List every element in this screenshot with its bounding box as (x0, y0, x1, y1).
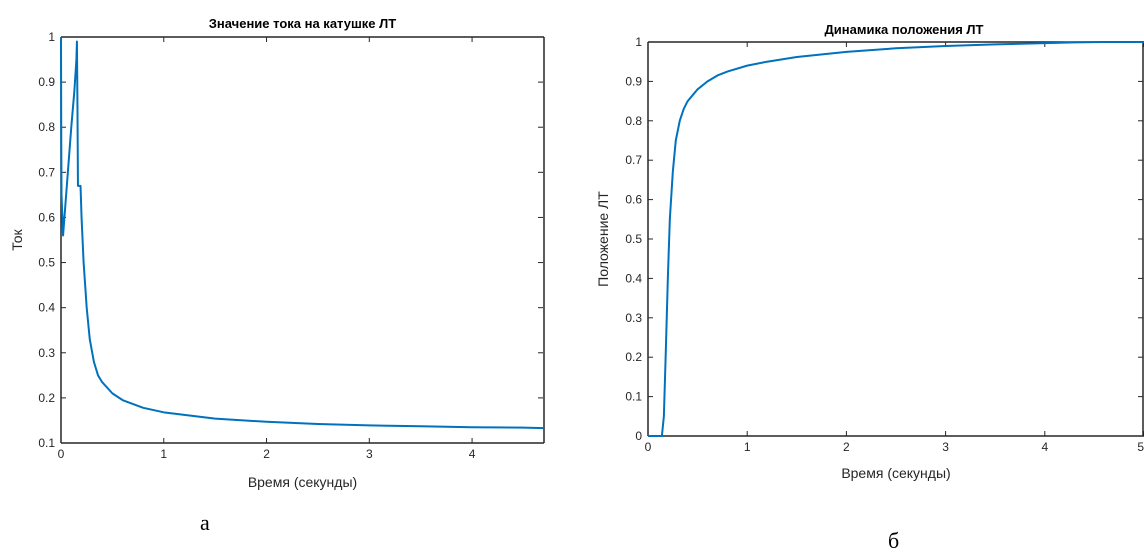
chart-title: Значение тока на катушке ЛТ (209, 16, 397, 31)
x-tick-label: 5 (1137, 440, 1144, 454)
y-tick-label: 0.7 (625, 153, 642, 167)
series-line (648, 41, 1144, 437)
y-tick-label: 0.9 (38, 75, 55, 89)
caption-b: б (888, 528, 900, 553)
y-tick-label: 0.5 (38, 256, 55, 270)
x-tick-label: 0 (58, 447, 65, 461)
y-tick-label: 0.3 (38, 346, 55, 360)
y-tick-label: 0.5 (625, 232, 642, 246)
y-axis-label: Ток (9, 228, 25, 250)
y-tick-label: 0 (635, 429, 642, 443)
y-tick-label: 0.1 (625, 390, 642, 404)
x-tick-label: 4 (469, 447, 476, 461)
y-tick-label: 0.9 (625, 74, 642, 88)
series-line (60, 36, 545, 430)
x-tick-label: 2 (263, 447, 270, 461)
y-tick-label: 0.8 (625, 114, 642, 128)
x-axis-label: Время (секунды) (841, 465, 950, 481)
y-tick-label: 1 (48, 30, 55, 44)
current-chart: 0.1 0.2 0.3 0.4 0.5 0.6 0.7 0.8 0.9 1 0 1 2 3 4 Значени… (9, 16, 545, 490)
y-tick-label: 0.1 (38, 436, 55, 450)
y-axis-label: Положение ЛТ (595, 191, 611, 287)
caption-a: а (200, 510, 210, 535)
x-tick-label: 0 (645, 440, 652, 454)
x-tick-label: 4 (1041, 440, 1048, 454)
x-axis-label: Время (секунды) (248, 474, 357, 490)
y-tick-label: 0.8 (38, 120, 55, 134)
y-tick-label: 0.2 (38, 391, 55, 405)
y-tick-label: 1 (635, 35, 642, 49)
y-tick-label: 0.4 (38, 301, 55, 315)
x-tick-label: 2 (843, 440, 850, 454)
x-tick-label: 1 (744, 440, 751, 454)
chart-title: Динамика положения ЛТ (825, 22, 984, 37)
y-tick-label: 0.6 (38, 210, 55, 224)
y-tick-label: 0.4 (625, 271, 642, 285)
y-tick-label: 0.6 (625, 193, 642, 207)
x-tick-label: 1 (160, 447, 167, 461)
y-tick-label: 0.2 (625, 350, 642, 364)
x-tick-label: 3 (942, 440, 949, 454)
x-tick-label: 3 (366, 447, 373, 461)
position-chart: 0 0.1 0.2 0.3 0.4 0.5 0.6 0.7 0.8 0.9 1 0 1 2 3 4 5 Динам… (595, 22, 1144, 481)
y-tick-label: 0.3 (625, 311, 642, 325)
y-tick-label: 0.7 (38, 165, 55, 179)
